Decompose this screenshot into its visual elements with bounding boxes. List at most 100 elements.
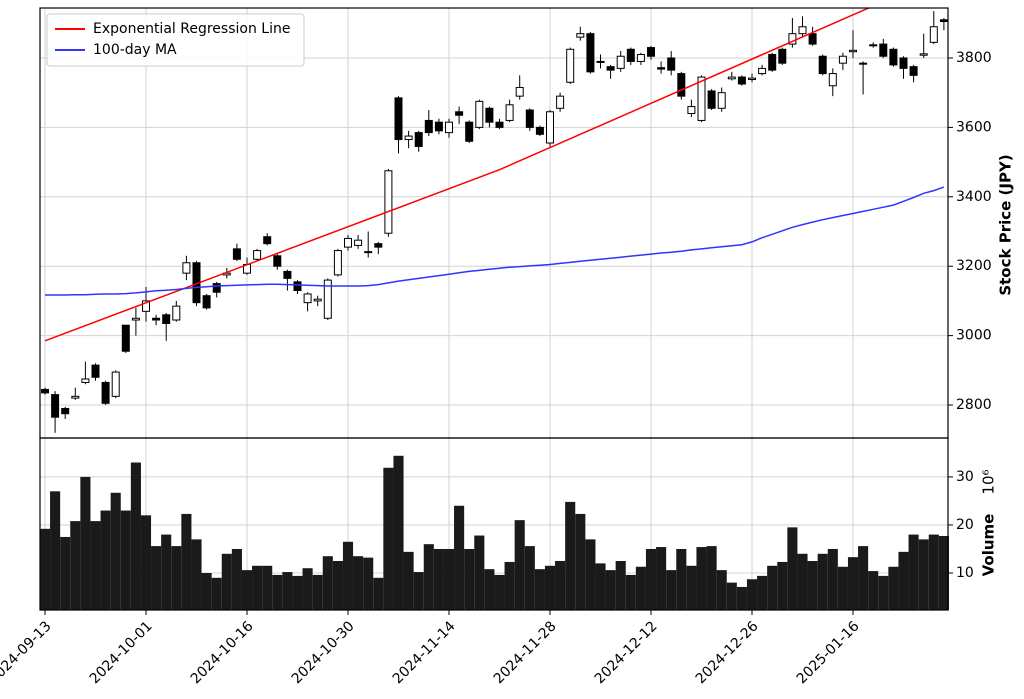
candle-body <box>697 76 706 121</box>
x-tick-label: 2024-10-30 <box>289 618 358 687</box>
volume-tick-label: 20 <box>956 517 974 533</box>
volume-bar <box>686 565 697 610</box>
volume-bar <box>777 561 788 610</box>
candle-body <box>636 54 645 62</box>
x-tick-label: 2024-09-13 <box>0 618 55 687</box>
candle-body <box>445 121 453 134</box>
volume-bar <box>393 455 404 610</box>
volume-bar <box>555 560 566 610</box>
candle-body <box>576 33 585 38</box>
candle-body <box>919 53 928 56</box>
volume-bar <box>231 548 242 610</box>
volume-bar <box>868 571 879 610</box>
volume-bar <box>373 577 384 610</box>
x-tick-label: 2024-11-14 <box>390 618 459 687</box>
candle-body <box>717 92 726 109</box>
candle-body <box>616 55 625 69</box>
candle-body <box>535 126 544 135</box>
candle-body <box>768 54 777 71</box>
volume-bar <box>302 568 313 610</box>
volume-bar <box>60 536 71 610</box>
volume-bar <box>252 565 263 610</box>
candle-body <box>152 317 161 321</box>
candle-body <box>212 283 221 293</box>
volume-bar <box>221 553 232 610</box>
candle-body <box>374 243 383 248</box>
candle-body <box>879 43 888 57</box>
volume-bar <box>706 546 717 610</box>
volume-axis-label: Volume <box>980 514 998 577</box>
volume-bar <box>90 521 101 610</box>
candle-body <box>414 132 423 147</box>
candle-body <box>788 33 797 45</box>
candle-body <box>808 33 817 45</box>
volume-bar <box>858 546 869 610</box>
volume-bar <box>827 548 838 610</box>
candle-body <box>333 250 342 276</box>
candle-body <box>596 60 605 63</box>
candle-body <box>818 55 827 75</box>
volume-bar <box>898 551 909 610</box>
candle-body <box>657 67 666 70</box>
candles <box>41 11 948 433</box>
volume-bar <box>383 467 394 610</box>
candle-body <box>849 49 857 53</box>
volume-bar <box>312 574 323 610</box>
candle-body <box>101 381 110 404</box>
candle-body <box>273 255 282 267</box>
lines <box>44 8 945 342</box>
legend: Exponential Regression Line 100-day MA <box>46 13 305 67</box>
volume-bar <box>908 534 919 610</box>
candle-body <box>404 135 413 141</box>
volume-bar <box>332 560 343 610</box>
volume-bar <box>110 492 121 610</box>
volume-bar <box>322 556 333 610</box>
volume-bar <box>161 534 172 610</box>
volume-bar <box>151 546 162 610</box>
volume-bar <box>342 541 354 610</box>
volume-bar <box>847 557 859 610</box>
volume-bar <box>272 574 283 610</box>
candle-body <box>131 317 140 321</box>
candle-body <box>465 121 474 142</box>
candle-body <box>323 279 332 319</box>
candle-body <box>495 121 504 128</box>
candle-body <box>303 293 312 304</box>
x-tick-label: 2024-12-12 <box>592 618 661 687</box>
volume-bar <box>757 575 768 610</box>
volume-bar <box>625 574 636 610</box>
volume-bar <box>363 557 374 610</box>
volume-bar <box>595 563 606 610</box>
candle-body <box>81 378 90 383</box>
candle-body <box>798 26 807 35</box>
volume-bar <box>928 534 939 610</box>
candle-body <box>394 97 403 141</box>
volume-bar <box>666 570 677 610</box>
candle-body <box>91 364 100 378</box>
candle-body <box>434 121 443 132</box>
volume-bar <box>181 513 192 610</box>
candle-body <box>748 77 756 80</box>
volume-bar <box>736 586 747 610</box>
volume-bars <box>39 455 949 610</box>
candle-body <box>61 408 70 415</box>
volume-bar <box>70 521 81 610</box>
candle-body <box>51 394 60 418</box>
volume-tick-label: 10 <box>956 565 974 581</box>
volume-bar <box>80 476 91 610</box>
candle-body <box>121 324 130 352</box>
y-tick-label: 3600 <box>956 119 992 135</box>
candle-body <box>677 73 686 97</box>
x-tick-label: 2024-11-28 <box>491 618 560 687</box>
volume-bar <box>605 570 616 610</box>
candle-body <box>424 119 433 134</box>
volume-bar <box>494 574 505 610</box>
candle-body <box>263 236 272 245</box>
volume-bar <box>878 575 889 610</box>
candle-body <box>364 251 373 254</box>
legend-label: 100-day MA <box>93 42 177 58</box>
candle-body <box>525 109 534 128</box>
volume-bar <box>454 505 465 610</box>
volume-bar <box>696 547 707 610</box>
series-line <box>45 186 945 296</box>
